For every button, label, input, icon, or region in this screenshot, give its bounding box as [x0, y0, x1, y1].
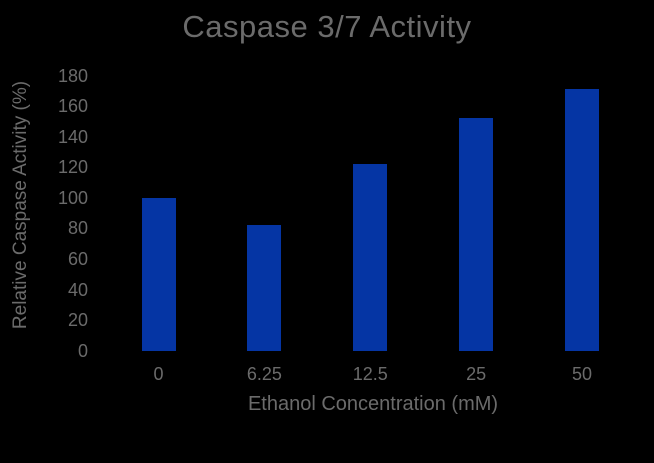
chart-title: Caspase 3/7 Activity: [182, 9, 472, 44]
y-tick-label-60: 60: [67, 249, 88, 270]
y-tick-label-160: 160: [57, 96, 88, 117]
y-tick-label-100: 100: [57, 187, 88, 208]
y-tick-label-0: 0: [77, 340, 88, 361]
y-tick-label-140: 140: [57, 126, 88, 147]
y-tick-label-20: 20: [67, 310, 88, 331]
x-tick-label-6.25: 6.25: [246, 364, 282, 384]
bar-6.25mM: [247, 225, 282, 351]
y-tick-label-180: 180: [57, 65, 88, 86]
bar-0mM: [141, 197, 176, 351]
bar-25mM: [459, 118, 494, 351]
x-tick-label-12.5: 12.5: [352, 364, 388, 384]
bar-50mM: [565, 89, 599, 351]
bar-12.5mM: [353, 164, 388, 351]
x-tick-label-0: 0: [153, 364, 164, 384]
x-axis-label: Ethanol Concentration (mM): [247, 393, 499, 415]
y-tick-label-80: 80: [67, 218, 88, 239]
y-tick-label-120: 120: [57, 157, 88, 178]
x-tick-label-25: 25: [466, 364, 487, 384]
y-tick-label-40: 40: [67, 279, 88, 300]
x-tick-label-50: 50: [571, 364, 593, 384]
